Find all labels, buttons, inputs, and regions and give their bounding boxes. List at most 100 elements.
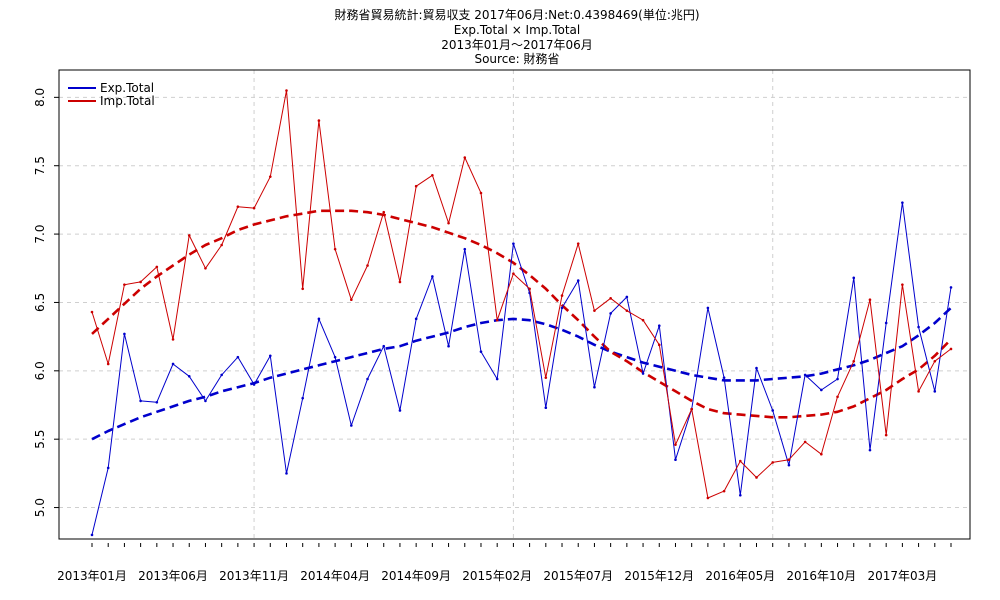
data-point-exp-total	[593, 385, 596, 389]
data-point-exp-total	[171, 362, 175, 366]
grid-layer	[59, 70, 970, 539]
data-point-imp-total	[576, 242, 580, 245]
data-point-imp-total	[836, 395, 839, 399]
data-point-imp-total	[301, 287, 304, 291]
data-point-imp-total	[382, 210, 386, 214]
y-tick-label: 5.0	[33, 498, 47, 517]
chart-period: 2013年01月～2017年06月	[441, 38, 593, 52]
data-point-imp-total	[820, 452, 823, 456]
x-tick-label: 2014年04月	[300, 569, 370, 583]
data-point-exp-total	[350, 424, 353, 427]
data-point-exp-total	[901, 201, 904, 204]
data-point-imp-total	[139, 280, 142, 284]
data-point-exp-total	[771, 409, 775, 412]
data-point-imp-total	[350, 298, 353, 302]
chart-title: 財務省貿易統計:貿易収支 2017年06月:Net:0.4398469(単位:兆…	[334, 7, 699, 22]
series-layer	[90, 89, 953, 537]
data-point-exp-total	[139, 399, 142, 403]
data-point-imp-total	[528, 287, 531, 291]
data-point-imp-total	[414, 184, 418, 188]
x-tick-label: 2016年10月	[786, 569, 856, 583]
data-point-exp-total	[803, 373, 807, 377]
data-point-imp-total	[398, 280, 402, 284]
data-point-exp-total	[722, 376, 726, 379]
data-point-imp-total	[220, 243, 223, 247]
data-point-exp-total	[544, 406, 548, 410]
data-point-imp-total	[706, 496, 710, 500]
y-tick-label: 6.5	[33, 293, 47, 312]
data-point-exp-total	[447, 344, 450, 348]
data-point-imp-total	[593, 309, 596, 312]
x-tick-label: 2015年02月	[462, 569, 532, 583]
data-point-exp-total	[706, 306, 710, 310]
data-point-imp-total	[657, 343, 661, 347]
y-tick-label: 5.5	[33, 430, 47, 449]
data-point-imp-total	[512, 272, 515, 276]
data-point-exp-total	[155, 400, 159, 404]
data-point-exp-total	[90, 533, 94, 537]
y-tick-label: 8.0	[33, 88, 47, 107]
data-point-imp-total	[771, 461, 775, 464]
data-point-exp-total	[317, 317, 321, 321]
data-point-imp-total	[268, 175, 272, 178]
data-point-exp-total	[414, 317, 418, 321]
data-point-exp-total	[220, 373, 223, 377]
data-point-exp-total	[739, 493, 742, 497]
data-point-exp-total	[674, 458, 677, 461]
data-point-exp-total	[106, 466, 110, 470]
data-point-imp-total	[901, 283, 904, 286]
data-point-exp-total	[820, 388, 823, 392]
series-line-exp-total	[91, 202, 952, 536]
data-point-exp-total	[495, 377, 499, 381]
data-point-exp-total	[252, 383, 256, 386]
data-point-exp-total	[852, 276, 856, 280]
data-point-exp-total	[787, 463, 791, 467]
x-tick-label: 2013年01月	[57, 569, 127, 583]
data-point-exp-total	[236, 355, 240, 359]
data-point-imp-total	[803, 440, 807, 444]
data-point-imp-total	[609, 297, 612, 300]
data-point-imp-total	[431, 173, 434, 177]
data-point-exp-total	[868, 448, 872, 452]
data-point-imp-total	[171, 338, 175, 341]
x-axis: 2013年01月 2013年06月 2013年11月 2014年04月 2014年09月…	[57, 543, 952, 583]
data-point-imp-total	[106, 362, 110, 366]
data-point-imp-total	[317, 119, 321, 122]
data-point-imp-total	[544, 376, 548, 379]
data-point-imp-total	[674, 443, 677, 446]
x-tick-label: 2015年12月	[624, 569, 694, 583]
data-point-imp-total	[852, 359, 856, 363]
legend-label-exp-total: Exp.Total	[100, 81, 154, 95]
data-point-exp-total	[268, 354, 272, 358]
data-point-imp-total	[625, 309, 629, 312]
data-point-exp-total	[576, 279, 580, 282]
x-tick-label: 2013年11月	[219, 569, 289, 583]
data-point-exp-total	[398, 409, 402, 412]
data-point-exp-total	[884, 321, 888, 325]
data-point-imp-total	[285, 89, 288, 92]
data-point-exp-total	[755, 366, 758, 370]
chart-subtitle: Exp.Total × Imp.Total	[454, 23, 581, 37]
data-point-exp-total	[463, 247, 467, 251]
series-line-imp-total	[91, 90, 952, 499]
data-point-imp-total	[236, 205, 240, 209]
x-tick-label: 2014年09月	[381, 569, 451, 583]
x-tick-label: 2017年03月	[867, 569, 937, 583]
data-point-exp-total	[123, 332, 126, 336]
x-tick-label: 2015年07月	[543, 569, 613, 583]
x-tick-label: 2016年05月	[705, 569, 775, 583]
data-point-imp-total	[447, 221, 450, 225]
data-point-exp-total	[625, 295, 629, 299]
data-point-imp-total	[787, 458, 791, 461]
data-point-imp-total	[868, 298, 872, 302]
data-point-exp-total	[933, 390, 937, 393]
data-point-exp-total	[512, 242, 515, 245]
data-point-exp-total	[333, 355, 337, 359]
data-point-imp-total	[690, 407, 693, 411]
series-line-exp-total-trend	[91, 306, 952, 441]
data-point-imp-total	[366, 264, 369, 267]
y-tick-label: 7.5	[33, 156, 47, 175]
y-tick-label: 6.0	[33, 361, 47, 380]
data-point-exp-total	[479, 350, 483, 353]
